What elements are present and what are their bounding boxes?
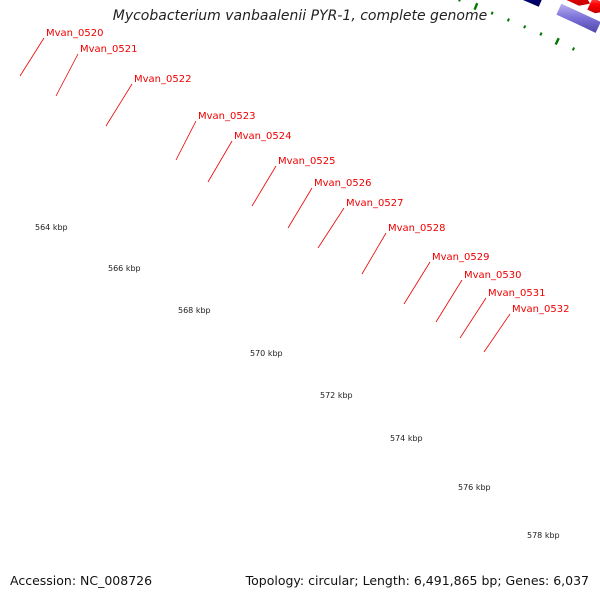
callout-line [403, 261, 431, 305]
minor-tick [571, 47, 576, 51]
scale-label: 576 kbp [458, 483, 491, 492]
gene-label: Mvan_0530 [464, 270, 521, 281]
gene-label: Mvan_0531 [488, 288, 545, 299]
gene-label: Mvan_0528 [388, 223, 445, 234]
callout-line [287, 187, 313, 229]
minor-tick [458, 0, 461, 2]
callout-line [435, 279, 463, 323]
callout-line [251, 165, 277, 207]
minor-tick [506, 18, 510, 22]
callout-line [317, 207, 345, 249]
callout-line [175, 120, 197, 161]
gene-label: Mvan_0524 [234, 131, 291, 142]
minor-tick [539, 32, 543, 36]
map-title: Mycobacterium vanbaalenii PYR-1, complet… [112, 8, 488, 24]
gene-callouts: Mvan_0520 Mvan_0521 Mvan_0522 Mvan_0523 Mvan… [19, 28, 569, 353]
genome-backbone [0, 0, 600, 13]
minor-tick [490, 11, 494, 15]
backbone-line [0, 0, 600, 13]
topology-summary: Topology: circular; Length: 6,491,865 bp… [245, 573, 589, 588]
major-tick [473, 2, 479, 11]
callout-line [19, 37, 45, 77]
callout-line [55, 53, 79, 97]
gene-label: Mvan_0520 [46, 28, 103, 39]
scale-label: 574 kbp [390, 434, 423, 443]
gene-label: Mvan_0523 [198, 111, 255, 122]
scale-labels: 564 kbp 566 kbp 568 kbp 570 kbp 572 kbp 574 k… [35, 223, 560, 540]
scale-label: 568 kbp [178, 306, 211, 315]
major-tick [554, 37, 560, 46]
gene-label: Mvan_0527 [346, 198, 403, 209]
gene-block-lavender [556, 3, 600, 33]
callout-line [361, 232, 387, 275]
callout-line [105, 83, 133, 127]
minor-tick [523, 25, 527, 29]
gene-label: Mvan_0532 [512, 304, 569, 315]
scale-label: 572 kbp [320, 391, 353, 400]
gene-arrow-red-17 [587, 0, 600, 14]
scale-label: 570 kbp [250, 349, 283, 358]
scale-label: 578 kbp [527, 531, 560, 540]
kbp-tick-marks [458, 0, 576, 51]
callout-line [207, 140, 233, 183]
callout-line [483, 313, 511, 353]
scale-label: 566 kbp [108, 264, 141, 273]
gene-arrow-red-16 [566, 0, 591, 6]
callout-line [459, 297, 487, 339]
gene-features [523, 0, 600, 33]
backbone-shadow [0, 0, 600, 12]
gene-label: Mvan_0529 [432, 252, 489, 263]
gene-block-navy-0532b [523, 0, 542, 7]
scale-label: 564 kbp [35, 223, 68, 232]
gene-label: Mvan_0521 [80, 44, 137, 55]
gene-label: Mvan_0526 [314, 178, 371, 189]
gene-label: Mvan_0525 [278, 156, 335, 167]
gene-label: Mvan_0522 [134, 74, 191, 85]
accession-label: Accession: NC_008726 [10, 573, 153, 588]
